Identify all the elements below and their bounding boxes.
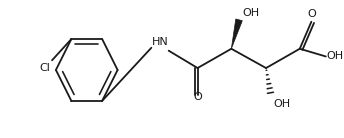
Polygon shape bbox=[231, 19, 242, 49]
Text: HN: HN bbox=[152, 37, 169, 47]
Text: OH: OH bbox=[274, 99, 291, 109]
Text: O: O bbox=[307, 9, 316, 19]
Text: O: O bbox=[193, 92, 202, 102]
Text: Cl: Cl bbox=[39, 63, 50, 73]
Text: OH: OH bbox=[327, 51, 344, 61]
Text: OH: OH bbox=[242, 8, 259, 18]
